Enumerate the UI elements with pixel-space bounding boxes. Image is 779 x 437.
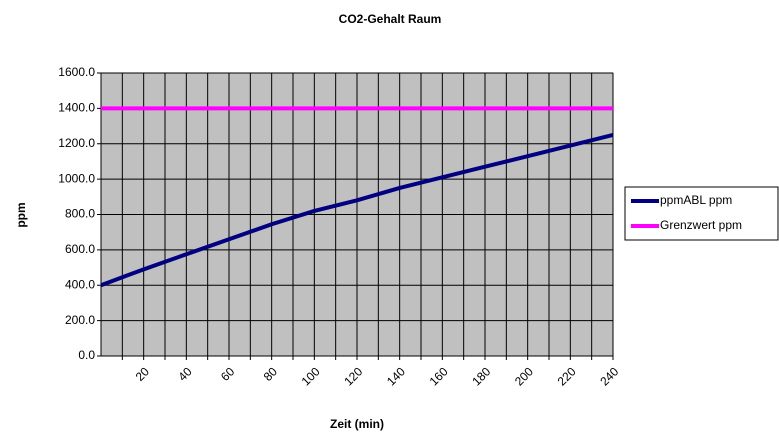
y-tick-label: 1000.0: [58, 171, 95, 185]
x-tick-label: 140: [384, 364, 408, 388]
x-tick-label: 160: [427, 364, 451, 388]
y-tick-label: 600.0: [65, 242, 95, 256]
x-tick-label: 20: [133, 364, 153, 384]
y-axis-label: ppm: [14, 202, 28, 227]
y-tick-label: 800.0: [65, 207, 95, 221]
y-tick-label: 0.0: [78, 348, 95, 362]
line-series: [100, 132, 614, 288]
x-tick-label: 180: [469, 364, 493, 388]
x-tick-label: 120: [341, 364, 365, 388]
y-tick-label: 200.0: [65, 313, 95, 327]
legend-box: [624, 186, 779, 241]
y-tick-label: 1600.0: [58, 65, 95, 79]
y-tick-label: 1400.0: [58, 101, 95, 115]
x-tick-label: 200: [512, 364, 536, 388]
x-tick-label: 40: [175, 364, 195, 384]
x-tick-label: 60: [218, 364, 238, 384]
legend-label: ppmABL ppm: [660, 193, 732, 207]
x-tick-label: 80: [261, 364, 281, 384]
legend-label: Grenzwert ppm: [660, 218, 742, 232]
x-axis-label: Zeit (min): [330, 417, 384, 431]
y-tick-label: 400.0: [65, 277, 95, 291]
x-tick-label: 240: [597, 364, 621, 388]
x-tick-label: 100: [299, 364, 323, 388]
x-tick-label: 220: [555, 364, 579, 388]
y-tick-label: 1200.0: [58, 136, 95, 150]
chart-title: CO2-Gehalt Raum: [339, 12, 442, 26]
